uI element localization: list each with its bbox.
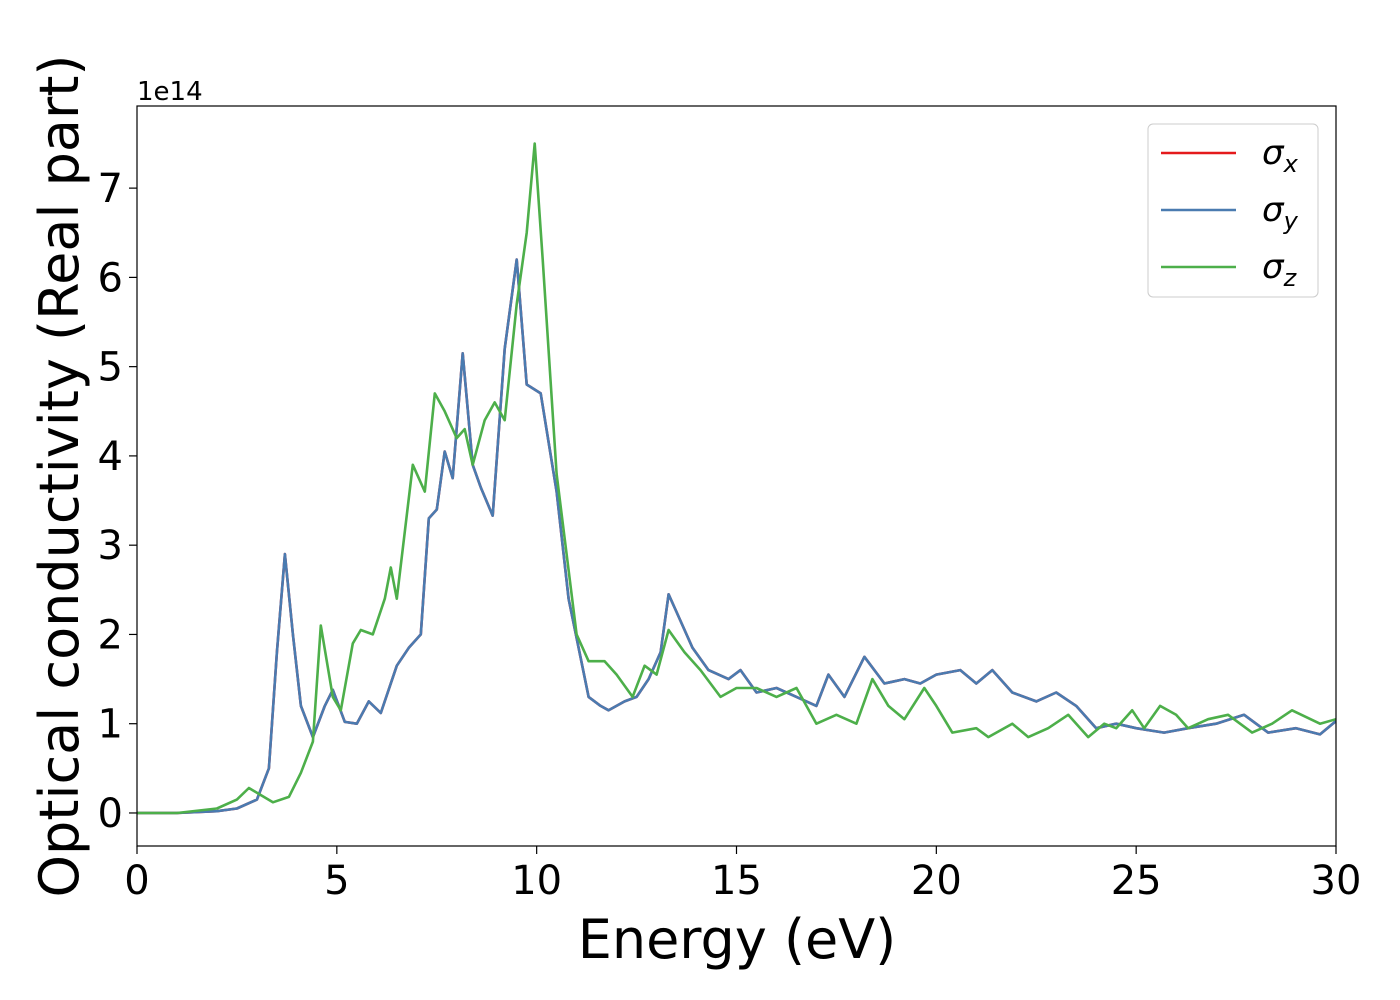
y-tick-label: 4 [98, 434, 123, 480]
y-tick-label: 5 [98, 345, 123, 391]
x-tick-label: 10 [511, 858, 562, 904]
y-tick-label: 1 [98, 702, 123, 748]
y-tick-label: 7 [98, 166, 123, 212]
y-tick-label: 6 [98, 255, 123, 301]
legend-label: σz [1262, 247, 1298, 292]
x-tick-label: 15 [711, 858, 762, 904]
y-tick-label: 0 [98, 791, 123, 837]
plot-frame [136, 105, 1337, 847]
series-line [137, 142, 1336, 815]
y-tick-label: 2 [98, 612, 123, 658]
x-tick-label: 20 [911, 858, 962, 904]
offset-label: 1e14 [137, 77, 203, 107]
legend-label: σx [1262, 133, 1299, 178]
x-tick-label: 5 [324, 858, 349, 904]
x-tick-label: 0 [124, 858, 149, 904]
x-tick-label: 25 [1111, 858, 1162, 904]
y-tick-label: 3 [98, 523, 123, 569]
x-tick-label: 30 [1311, 858, 1362, 904]
series-line [137, 258, 1336, 815]
legend-label: σy [1262, 190, 1299, 235]
y-axis-label: Optical conductivity (Real part) [28, 55, 91, 898]
x-axis-label: Energy (eV) [578, 908, 897, 971]
